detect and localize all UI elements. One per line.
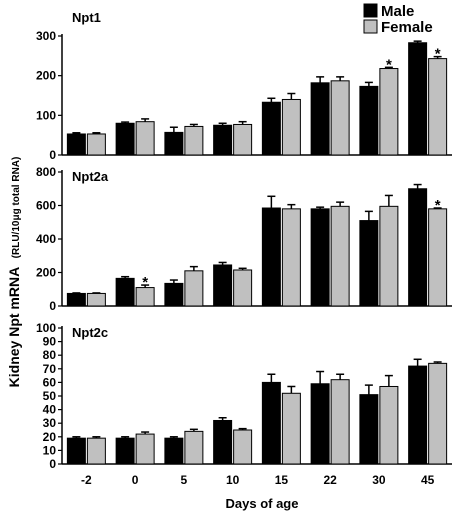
x-tick-label: 22 — [323, 473, 337, 487]
panel-title: Npt1 — [72, 10, 101, 25]
y-tick-label: 100 — [36, 108, 56, 122]
bar-female-22 — [330, 205, 350, 307]
bar-female-10 — [233, 269, 253, 307]
bar-male-15 — [261, 101, 281, 156]
bar-male-0 — [115, 277, 135, 307]
y-axis-label: Kidney Npt mRNA (RLU/10μg total RNA) — [6, 157, 23, 388]
bar-male-45 — [408, 42, 428, 156]
bar-male-45 — [408, 365, 428, 465]
legend-swatch-female — [363, 19, 378, 34]
bar-male-15 — [261, 381, 281, 465]
legend-swatch-male — [363, 3, 378, 18]
bar-male-0 — [115, 122, 135, 156]
bar-female--2 — [86, 292, 106, 307]
y-tick-label: 300 — [36, 29, 56, 43]
bar-female-15 — [281, 98, 301, 156]
bar-female-5 — [184, 270, 204, 307]
bar-male-5 — [164, 437, 184, 465]
bar-male-10 — [213, 124, 233, 156]
y-tick-label: 0 — [49, 457, 56, 471]
x-tick-label: 45 — [421, 473, 435, 487]
bar-female-10 — [233, 429, 253, 465]
x-tick-label: 30 — [372, 473, 386, 487]
bar-female-45 — [428, 208, 448, 307]
y-tick-label: 30 — [43, 416, 57, 430]
x-tick-label: 5 — [181, 473, 188, 487]
bar-female--2 — [86, 437, 106, 465]
bar-female-45 — [428, 58, 448, 156]
bar-female--2 — [86, 133, 106, 156]
y-axis-label-unit: (RLU/10μg total RNA) — [11, 157, 22, 259]
bar-female-5 — [184, 125, 204, 156]
y-tick-label: 10 — [43, 443, 57, 457]
legend-label-female: Female — [381, 19, 433, 36]
bar-female-0 — [135, 433, 155, 465]
y-tick-label: 200 — [36, 69, 56, 83]
bar-female-10 — [233, 123, 253, 156]
y-tick-label: 20 — [43, 430, 57, 444]
bar-female-30 — [379, 385, 399, 465]
bar-female-45 — [428, 362, 448, 465]
y-tick-label: 90 — [43, 335, 57, 349]
y-tick-label: 800 — [36, 165, 56, 179]
x-tick-label: 10 — [226, 473, 240, 487]
x-tick-label: 15 — [275, 473, 289, 487]
y-tick-label: 200 — [36, 266, 56, 280]
y-tick-label: 50 — [43, 389, 57, 403]
bar-female-15 — [281, 208, 301, 307]
bar-female-15 — [281, 392, 301, 465]
bar-male--2 — [66, 437, 86, 465]
bar-female-0 — [135, 121, 155, 156]
bar-male-22 — [310, 383, 330, 465]
y-tick-label: 0 — [49, 148, 56, 162]
panel-npt2a: 0 200 400 600 800 Npt2a * * — [36, 165, 452, 313]
y-tick-label: 100 — [36, 321, 56, 335]
bar-male-0 — [115, 437, 135, 465]
bar-male-15 — [261, 207, 281, 307]
bar-male-10 — [213, 419, 233, 465]
bar-male-10 — [213, 264, 233, 307]
bar-male--2 — [66, 292, 86, 307]
y-tick-label: 40 — [43, 403, 57, 417]
significance-marker: * — [142, 274, 148, 291]
bar-female-22 — [330, 379, 350, 465]
bar-female-22 — [330, 80, 350, 156]
x-tick-label: 0 — [132, 473, 139, 487]
y-tick-label: 70 — [43, 362, 57, 376]
panel-npt1: 0 100 200 300 Npt1 * * — [36, 10, 452, 162]
bar-male-30 — [359, 220, 379, 307]
significance-marker: * — [435, 197, 441, 214]
panel-title: Npt2a — [72, 169, 109, 184]
bar-female-30 — [379, 68, 399, 156]
x-axis: -2 0 5 10 15 22 30 45 — [81, 473, 435, 487]
y-tick-label: 60 — [43, 375, 57, 389]
y-axis-label-main: Kidney Npt mRNA — [6, 267, 22, 388]
x-axis-label: Days of age — [226, 496, 299, 511]
significance-marker: * — [386, 56, 392, 73]
x-tick-label: -2 — [81, 473, 92, 487]
bar-female-30 — [379, 205, 399, 307]
y-tick-label: 400 — [36, 232, 56, 246]
panel-title: Npt2c — [72, 325, 108, 340]
bar-male--2 — [66, 133, 86, 156]
bar-male-30 — [359, 85, 379, 156]
y-tick-label: 80 — [43, 348, 57, 362]
bar-male-22 — [310, 208, 330, 307]
bar-male-30 — [359, 394, 379, 465]
bar-male-22 — [310, 82, 330, 156]
legend-label-male: Male — [381, 3, 414, 20]
y-tick-label: 0 — [49, 299, 56, 313]
bar-female-5 — [184, 430, 204, 465]
bar-male-45 — [408, 188, 428, 307]
y-tick-label: 600 — [36, 199, 56, 213]
bar-male-5 — [164, 131, 184, 156]
significance-marker: * — [435, 46, 441, 63]
bar-male-5 — [164, 282, 184, 307]
